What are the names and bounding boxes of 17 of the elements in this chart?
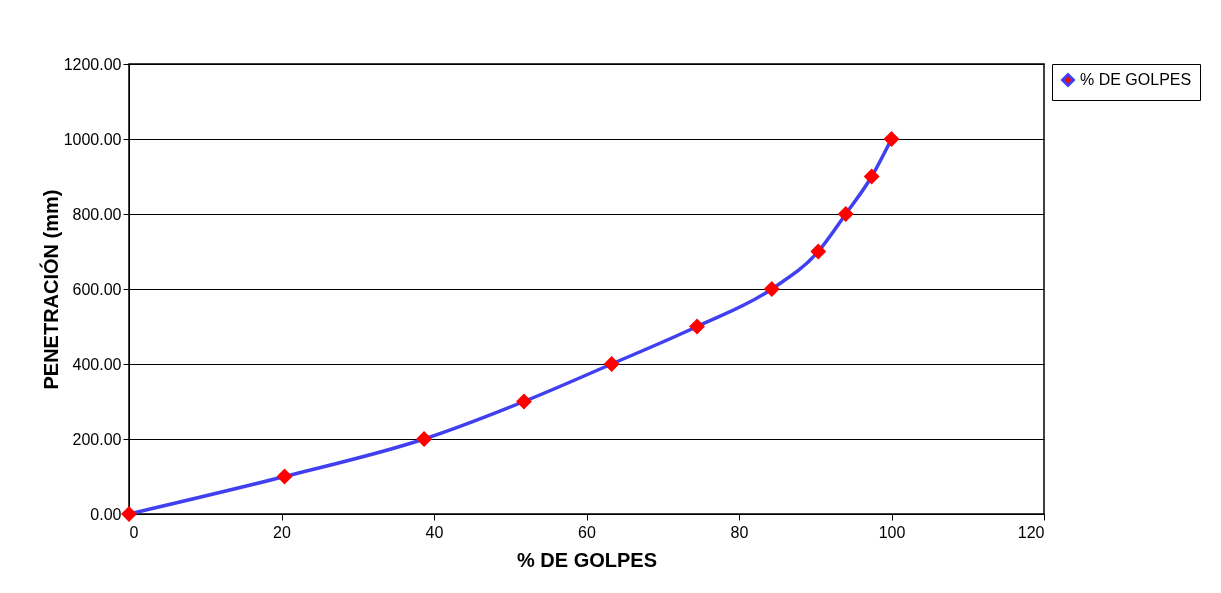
- x-tick-label: 100: [878, 523, 906, 541]
- y-tick-label: 0.00: [90, 505, 122, 523]
- x-tick-label: 0: [129, 523, 139, 541]
- x-axis-title: % DE GOLPES: [516, 548, 658, 571]
- y-tick-label: 1000.00: [63, 130, 122, 148]
- x-tick-label: 40: [425, 523, 444, 541]
- y-axis-title: PENETRACIÓN (mm): [38, 189, 62, 390]
- legend-label: % DE GOLPES: [1080, 71, 1192, 88]
- y-tick-label: 400.00: [72, 355, 122, 373]
- x-tick-label: 20: [273, 523, 291, 541]
- y-tick-label: 200.00: [72, 430, 122, 448]
- x-tick-label: 120: [1017, 523, 1045, 541]
- y-tick-label: 1200.00: [63, 55, 122, 73]
- x-tick-label: 80: [730, 523, 749, 541]
- x-tick-label: 60: [578, 523, 596, 541]
- y-tick-label: 600.00: [72, 280, 122, 298]
- y-tick-label: 800.00: [72, 205, 122, 223]
